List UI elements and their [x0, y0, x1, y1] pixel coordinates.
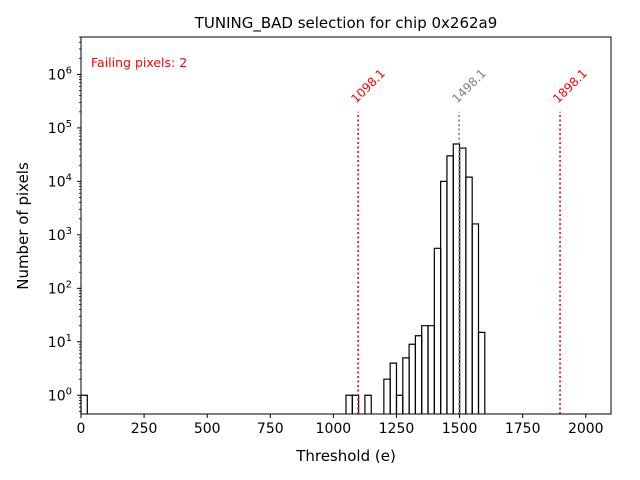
x-tick-label: 1500 — [442, 421, 478, 437]
histogram-bin — [477, 331, 486, 414]
chart-title: TUNING_BAD selection for chip 0x262a9 — [194, 14, 498, 33]
reference-line-label: 1098.1 — [348, 66, 388, 106]
histogram-bin — [471, 223, 480, 414]
x-tick-label: 500 — [194, 421, 221, 437]
histogram-bin — [80, 394, 88, 414]
histogram-bin — [440, 180, 448, 414]
plot-area: 1098.1 1498.1 1898.1 0 250 500 750 1000 1250 1500… — [48, 36, 612, 437]
x-tick-label: 1750 — [505, 421, 541, 437]
histogram-bin — [389, 362, 398, 414]
y-tick-label: 100 — [48, 386, 72, 404]
x-tick-label: 1000 — [316, 421, 352, 437]
histogram-bin — [414, 335, 423, 414]
histogram-bin — [395, 394, 404, 414]
x-tick-label: 750 — [257, 421, 284, 437]
y-tick-label: 104 — [48, 172, 72, 190]
y-tick-label: 102 — [48, 279, 72, 297]
histogram-bin — [345, 394, 353, 414]
failing-pixels-annotation: Failing pixels: 2 — [91, 55, 187, 70]
histogram-bin — [427, 325, 435, 414]
y-tick-label: 101 — [48, 333, 72, 351]
y-axis-label: Number of pixels — [14, 162, 32, 290]
reference-line-label: 1498.1 — [449, 66, 489, 106]
histogram-bin — [446, 155, 454, 414]
histogram-bin — [408, 343, 417, 414]
reference-line-label: 1898.1 — [550, 66, 590, 106]
histogram-bin — [452, 143, 461, 414]
histogram-bin — [433, 247, 442, 414]
x-axis-label: Threshold (e) — [295, 447, 396, 465]
y-tick-label: 106 — [48, 65, 72, 83]
y-tick-label: 103 — [48, 226, 72, 244]
histogram-bin — [383, 378, 391, 414]
histogram-bin — [465, 176, 473, 414]
histogram-bin — [364, 394, 372, 414]
x-tick-label: 2000 — [568, 421, 604, 437]
x-tick-label: 0 — [77, 421, 86, 437]
histogram-bin — [402, 357, 410, 414]
plot-frame — [80, 36, 612, 415]
x-tick-label: 1250 — [379, 421, 415, 437]
histogram-bin — [458, 147, 467, 414]
y-tick-label: 105 — [48, 119, 72, 137]
x-tick-label: 250 — [131, 421, 158, 437]
histogram-bin — [421, 325, 429, 414]
